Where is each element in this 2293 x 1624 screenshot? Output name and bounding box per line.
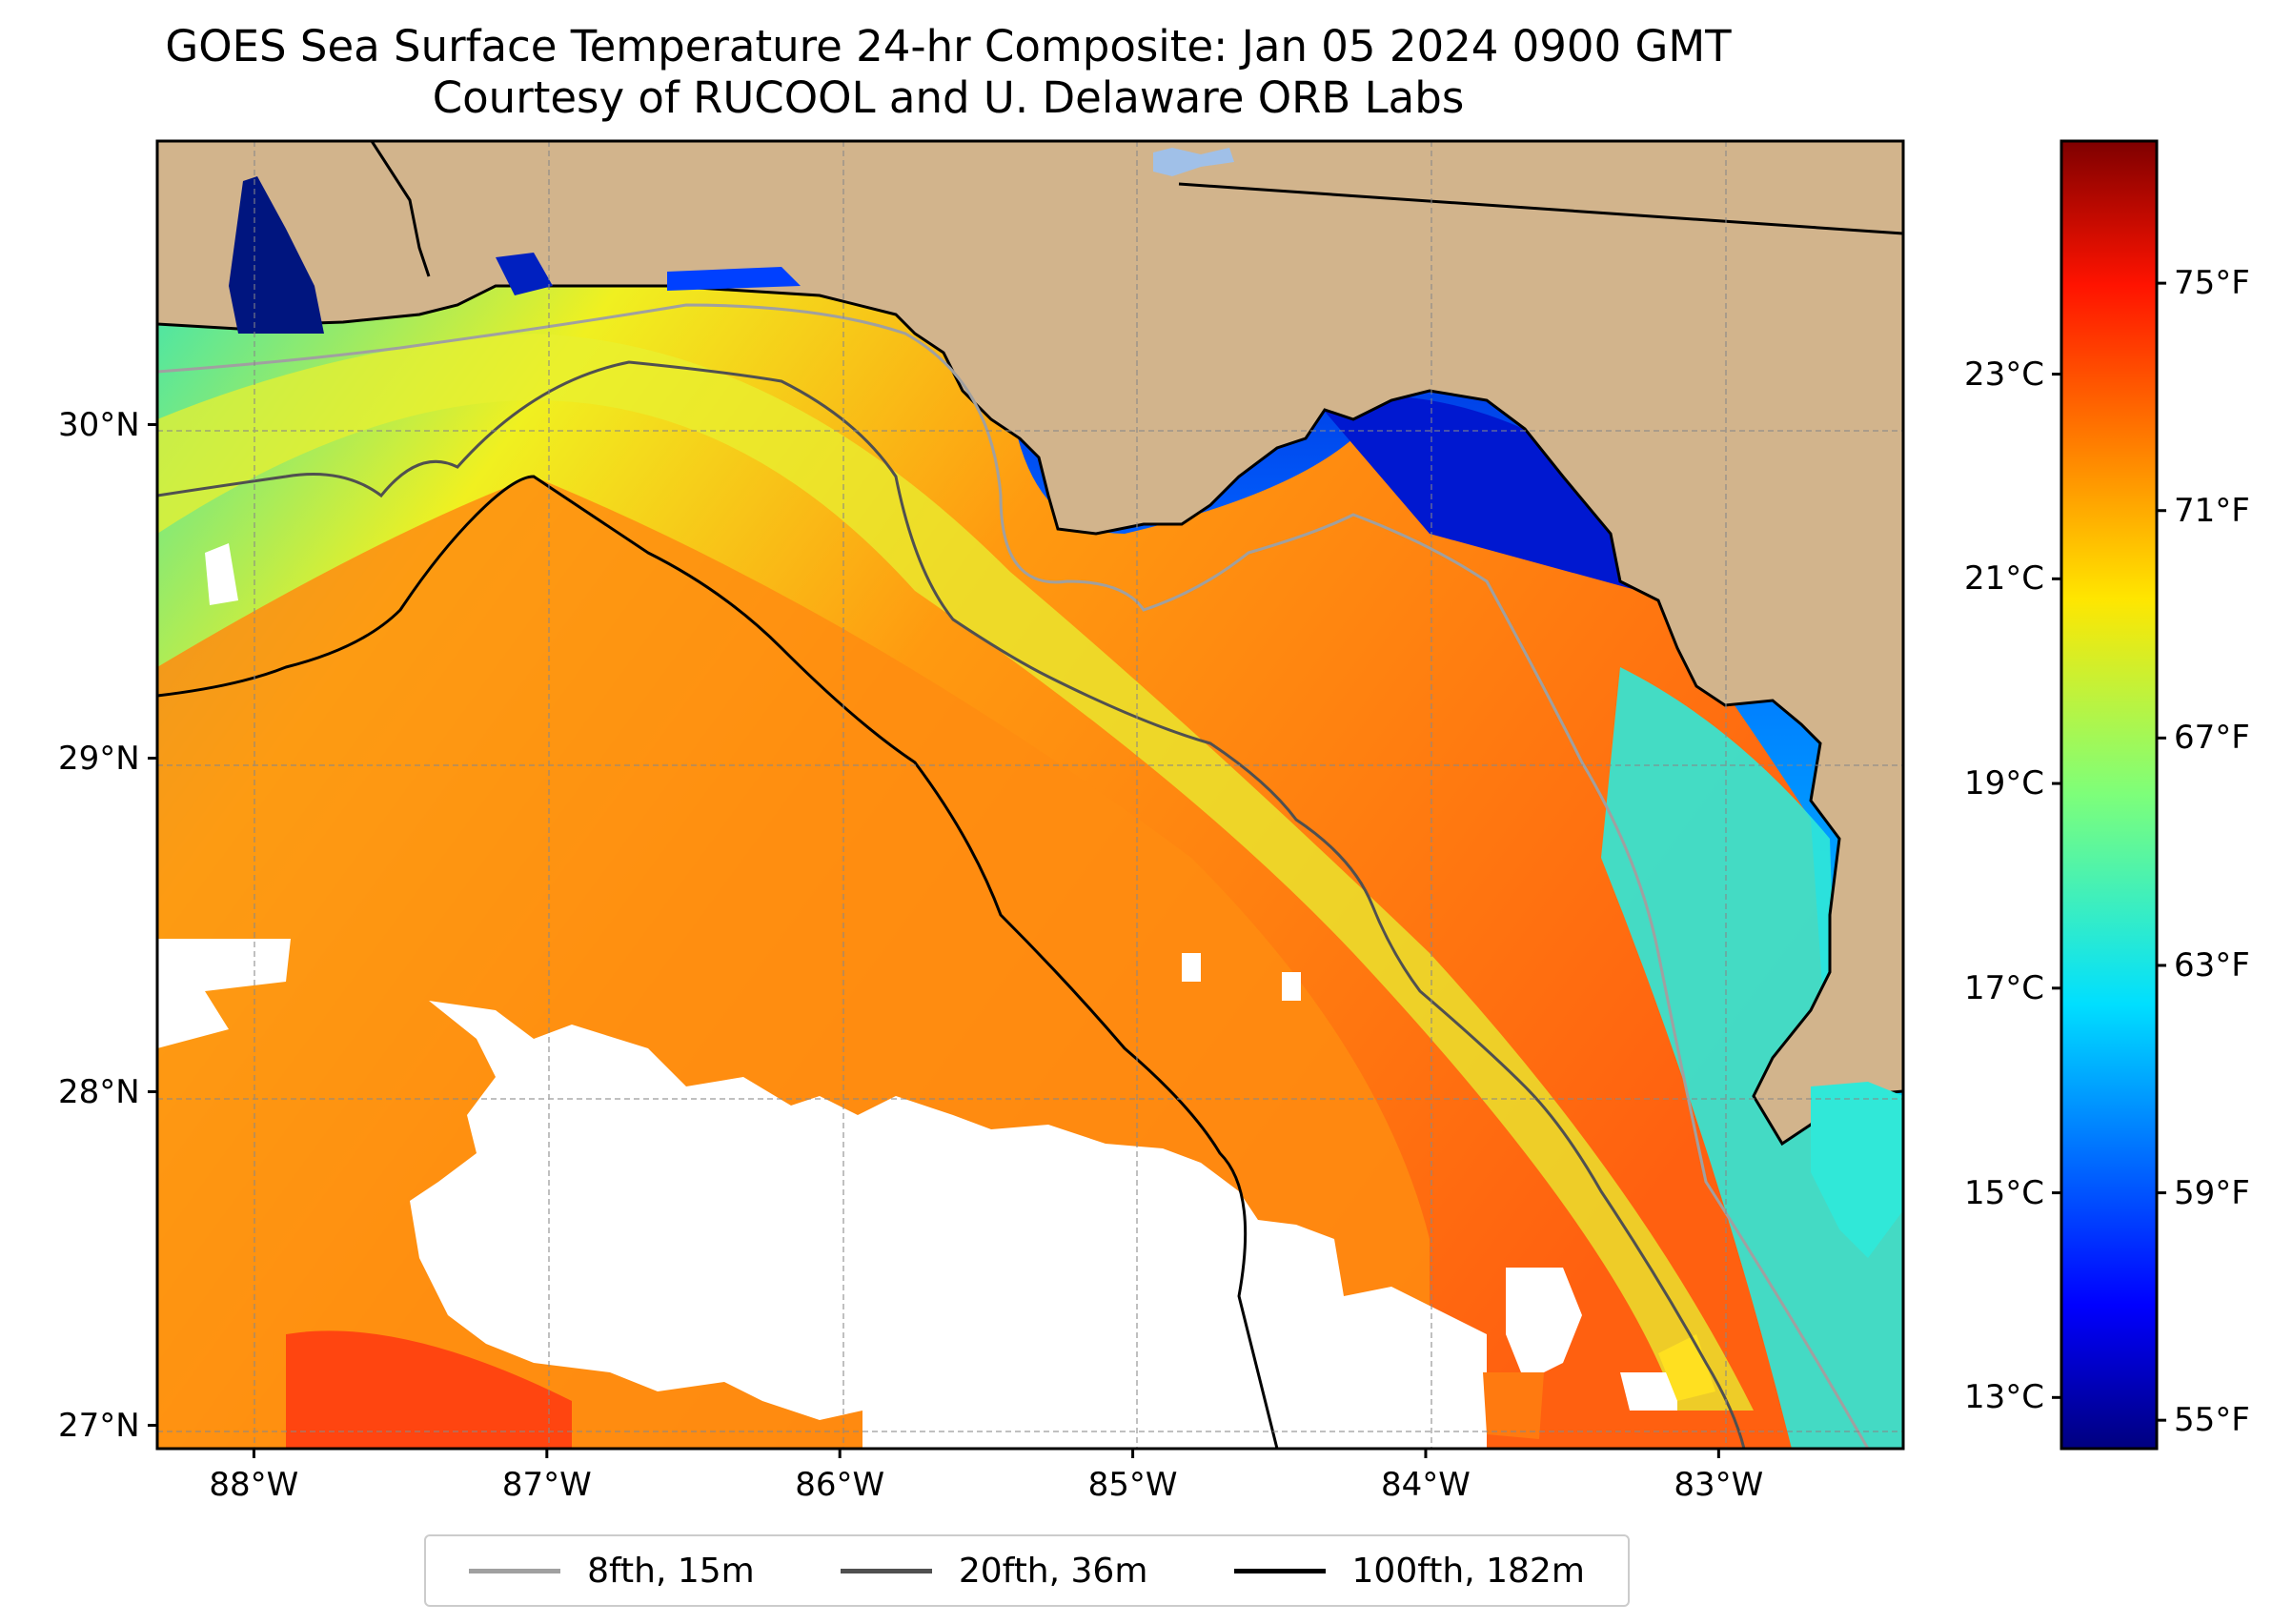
colorbar-c-tick-label: 21°C <box>1964 559 2045 599</box>
legend-swatch-8fth <box>469 1568 561 1573</box>
map-plot-area <box>157 141 1903 1449</box>
legend-swatch-100fth <box>1233 1568 1326 1573</box>
axis-ticks <box>148 281 2166 1458</box>
colorbar-c-tick-label: 15°C <box>1964 1173 2045 1212</box>
mid-temperature-band <box>157 334 1754 1411</box>
colorbar-f-tick-label: 67°F <box>2174 719 2250 758</box>
colorbar-f-tick-label: 71°F <box>2174 491 2250 530</box>
colorbar-c-tick-label: 19°C <box>1964 764 2045 803</box>
legend-item-20fth: 20fth, 36m <box>840 1551 1148 1591</box>
lon-tick-label: 85°W <box>1087 1466 1178 1504</box>
map-gridlines <box>157 141 1903 1449</box>
title-line-1: GOES Sea Surface Temperature 24-hr Compo… <box>165 21 1732 71</box>
west-florida-shelf-water <box>1601 667 1903 1449</box>
legend-swatch-20fth <box>840 1568 932 1573</box>
lon-tick-label: 84°W <box>1380 1466 1471 1504</box>
lon-tick-label: 86°W <box>795 1466 885 1504</box>
legend-label-100fth: 100fth, 182m <box>1351 1551 1585 1591</box>
apalachee-bay-coldest-water <box>1315 396 1639 591</box>
contour-8fth-15m <box>157 303 1870 1449</box>
map-frame <box>155 139 1905 1451</box>
colorbar-c-tick-label: 13°C <box>1964 1378 2045 1417</box>
no-data-cloud-areas <box>157 543 1677 1449</box>
lat-tick-label: 28°N <box>58 1072 140 1111</box>
tampa-bay-water <box>1811 1082 1903 1258</box>
choctawhatchee-bay <box>667 267 801 291</box>
contour-legend: 8fth, 15m 20fth, 36m 100fth, 182m <box>424 1534 1630 1607</box>
legend-item-8fth: 8fth, 15m <box>469 1552 755 1591</box>
mobile-bay <box>229 176 324 334</box>
contour-20fth-36m <box>157 360 1746 1449</box>
colorbar-f-tick-label: 55°F <box>2174 1401 2250 1440</box>
state-boundary-al-fl <box>370 141 431 277</box>
lat-tick-label: 27°N <box>58 1406 140 1445</box>
lon-tick-label: 87°W <box>501 1466 592 1504</box>
legend-item-100fth: 100fth, 182m <box>1233 1551 1585 1591</box>
state-boundary-ga-fl <box>1178 182 1903 235</box>
colorbar-c-tick-label: 23°C <box>1964 355 2045 394</box>
colorbar-c-tick-label: 17°C <box>1964 968 2045 1007</box>
lat-tick-label: 29°N <box>58 739 140 778</box>
legend-label-8fth: 8fth, 15m <box>587 1551 755 1591</box>
colorbar <box>2060 139 2159 1451</box>
isolated-warm-patch <box>1483 1372 1544 1439</box>
title-line-2: Courtesy of RUCOOL and U. Delaware ORB L… <box>432 72 1465 123</box>
contour-100fth-182m <box>157 475 1279 1449</box>
chart-title: GOES Sea Surface Temperature 24-hr Compo… <box>0 21 1897 124</box>
colorbar-f-tick-label: 63°F <box>2174 945 2250 985</box>
pensacola-bay <box>496 253 553 295</box>
coastal-warm-patch <box>1658 1334 1715 1401</box>
lon-tick-label: 83°W <box>1674 1466 1764 1504</box>
legend-label-20fth: 20fth, 36m <box>958 1551 1148 1591</box>
lat-tick-label: 30°N <box>58 405 140 444</box>
colorbar-f-tick-label: 75°F <box>2174 264 2250 303</box>
warmest-water-patch <box>286 1330 572 1449</box>
lon-tick-label: 88°W <box>209 1466 299 1504</box>
colorbar-f-tick-label: 59°F <box>2174 1173 2250 1212</box>
lake-seminole <box>1153 148 1234 176</box>
